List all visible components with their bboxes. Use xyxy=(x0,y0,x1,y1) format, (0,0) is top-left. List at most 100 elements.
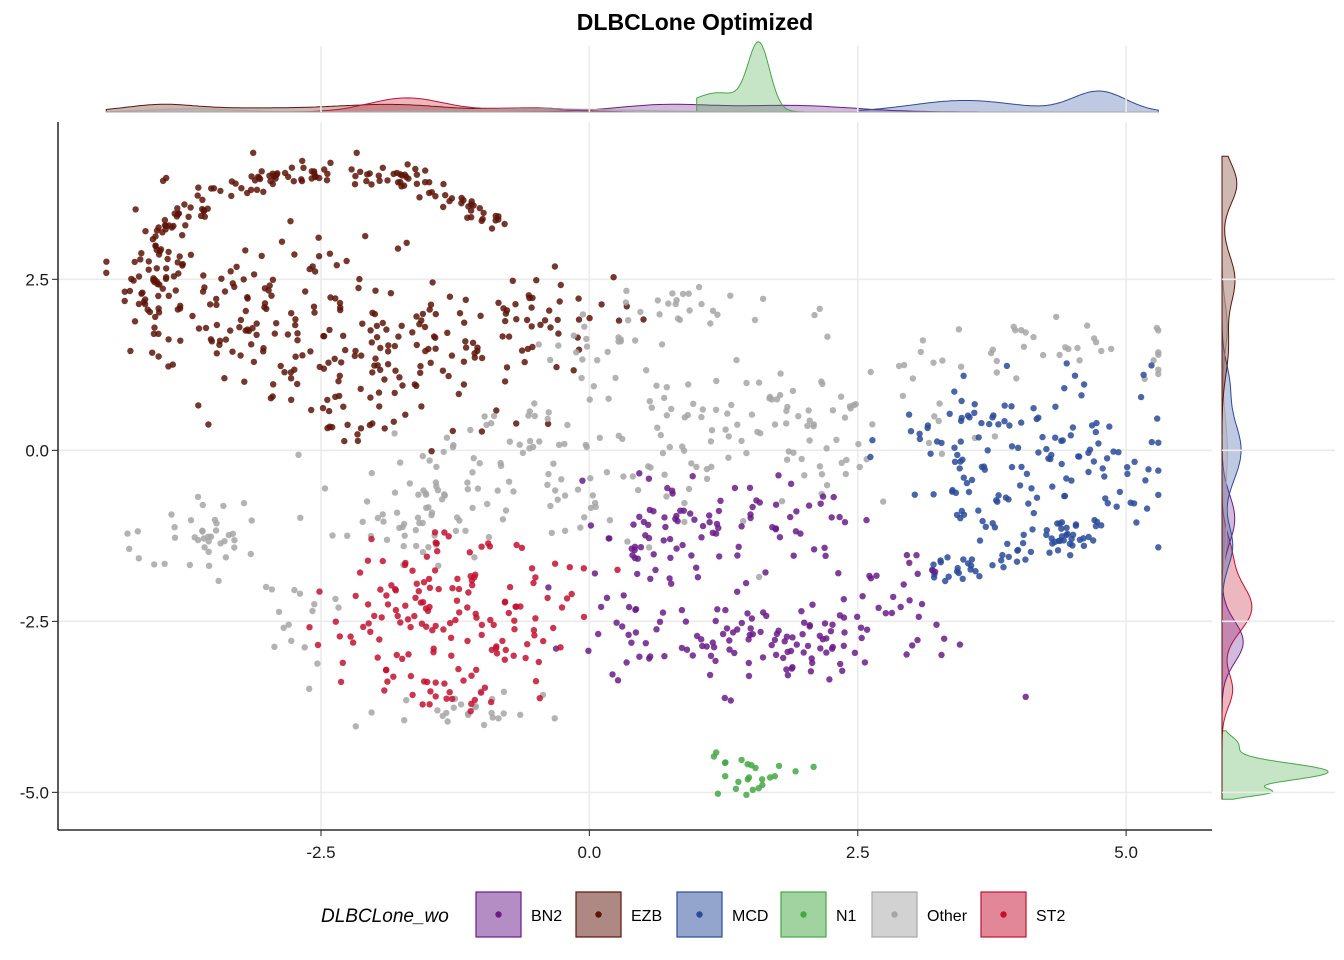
point-ezb xyxy=(199,196,206,203)
point-st2 xyxy=(473,614,480,621)
point-ezb xyxy=(377,366,384,374)
point-bn2 xyxy=(706,512,713,519)
point-mcd xyxy=(951,388,958,395)
point-ezb xyxy=(368,181,375,188)
point-other xyxy=(441,491,448,498)
point-mcd xyxy=(1060,537,1068,544)
point-other xyxy=(301,644,308,651)
point-ezb xyxy=(551,263,559,270)
point-other xyxy=(374,514,381,522)
point-ezb xyxy=(426,306,433,313)
point-other xyxy=(406,480,413,487)
point-other xyxy=(419,548,427,556)
point-ezb xyxy=(165,363,172,370)
point-mcd xyxy=(960,372,967,379)
point-mcd xyxy=(1078,392,1085,399)
point-ezb xyxy=(432,345,439,352)
point-bn2 xyxy=(613,619,620,626)
point-ezb xyxy=(155,305,162,312)
point-st2 xyxy=(558,604,566,611)
point-other xyxy=(419,452,426,460)
point-st2 xyxy=(557,644,564,651)
point-bn2 xyxy=(688,552,695,559)
point-ezb xyxy=(357,168,364,175)
point-st2 xyxy=(448,652,455,659)
point-bn2 xyxy=(735,543,742,550)
point-bn2 xyxy=(597,603,605,611)
point-other xyxy=(679,290,687,298)
point-bn2 xyxy=(712,617,719,625)
point-ezb xyxy=(250,149,257,156)
point-mcd xyxy=(976,537,984,544)
point-other xyxy=(578,374,585,382)
point-bn2 xyxy=(666,535,674,543)
point-other xyxy=(380,518,387,525)
point-mcd xyxy=(1069,424,1077,431)
point-bn2 xyxy=(809,601,816,608)
point-mcd xyxy=(995,421,1002,428)
point-st2 xyxy=(377,586,384,593)
point-st2 xyxy=(390,673,397,680)
point-mcd xyxy=(1022,556,1029,563)
point-other xyxy=(685,485,693,493)
point-other xyxy=(474,485,482,492)
point-other xyxy=(823,445,830,452)
point-mcd xyxy=(1002,494,1010,501)
point-bn2 xyxy=(703,643,710,650)
point-other xyxy=(1076,357,1083,364)
point-ezb xyxy=(194,192,201,199)
point-ezb xyxy=(145,266,152,273)
point-mcd xyxy=(971,409,978,416)
point-ezb xyxy=(367,394,374,401)
point-other xyxy=(818,471,826,478)
point-st2 xyxy=(426,701,433,708)
point-n1 xyxy=(738,756,745,764)
point-ezb xyxy=(213,301,220,308)
point-mcd xyxy=(960,556,967,563)
point-ezb xyxy=(227,327,234,334)
point-other xyxy=(433,463,440,471)
legend-label-ezb: EZB xyxy=(631,908,662,925)
point-st2 xyxy=(314,641,322,649)
point-bn2 xyxy=(645,521,652,528)
point-other xyxy=(755,379,763,386)
point-ezb xyxy=(335,378,342,385)
point-ezb xyxy=(163,265,170,272)
point-mcd xyxy=(867,453,874,461)
point-bn2 xyxy=(873,572,880,579)
point-other xyxy=(725,454,732,461)
point-mcd xyxy=(1063,360,1070,367)
point-bn2 xyxy=(629,552,636,559)
point-ezb xyxy=(288,310,295,317)
point-ezb xyxy=(195,325,203,332)
point-mcd xyxy=(1048,535,1055,542)
point-bn2 xyxy=(900,581,907,588)
point-bn2 xyxy=(859,593,866,600)
point-bn2 xyxy=(650,508,657,515)
point-bn2 xyxy=(797,530,804,537)
point-ezb xyxy=(351,181,359,188)
x-tick-label: 5.0 xyxy=(1114,843,1138,862)
point-ezb xyxy=(306,265,313,273)
point-ezb xyxy=(174,205,181,212)
point-other xyxy=(306,685,313,692)
point-bn2 xyxy=(650,551,657,558)
point-bn2 xyxy=(731,649,738,657)
point-st2 xyxy=(376,636,383,643)
point-mcd xyxy=(1003,362,1011,370)
point-ezb xyxy=(308,406,315,414)
point-other xyxy=(703,475,711,482)
point-bn2 xyxy=(630,521,637,528)
point-mcd xyxy=(1091,516,1098,524)
point-ezb xyxy=(377,344,384,352)
point-mcd xyxy=(1155,439,1162,446)
point-ezb xyxy=(267,395,275,402)
point-bn2 xyxy=(647,653,654,660)
point-other xyxy=(688,460,695,467)
point-bn2 xyxy=(807,668,815,675)
point-bn2 xyxy=(683,646,691,653)
point-ezb xyxy=(292,353,299,360)
point-bn2 xyxy=(745,659,752,667)
point-st2 xyxy=(404,616,412,623)
point-bn2 xyxy=(903,551,911,559)
